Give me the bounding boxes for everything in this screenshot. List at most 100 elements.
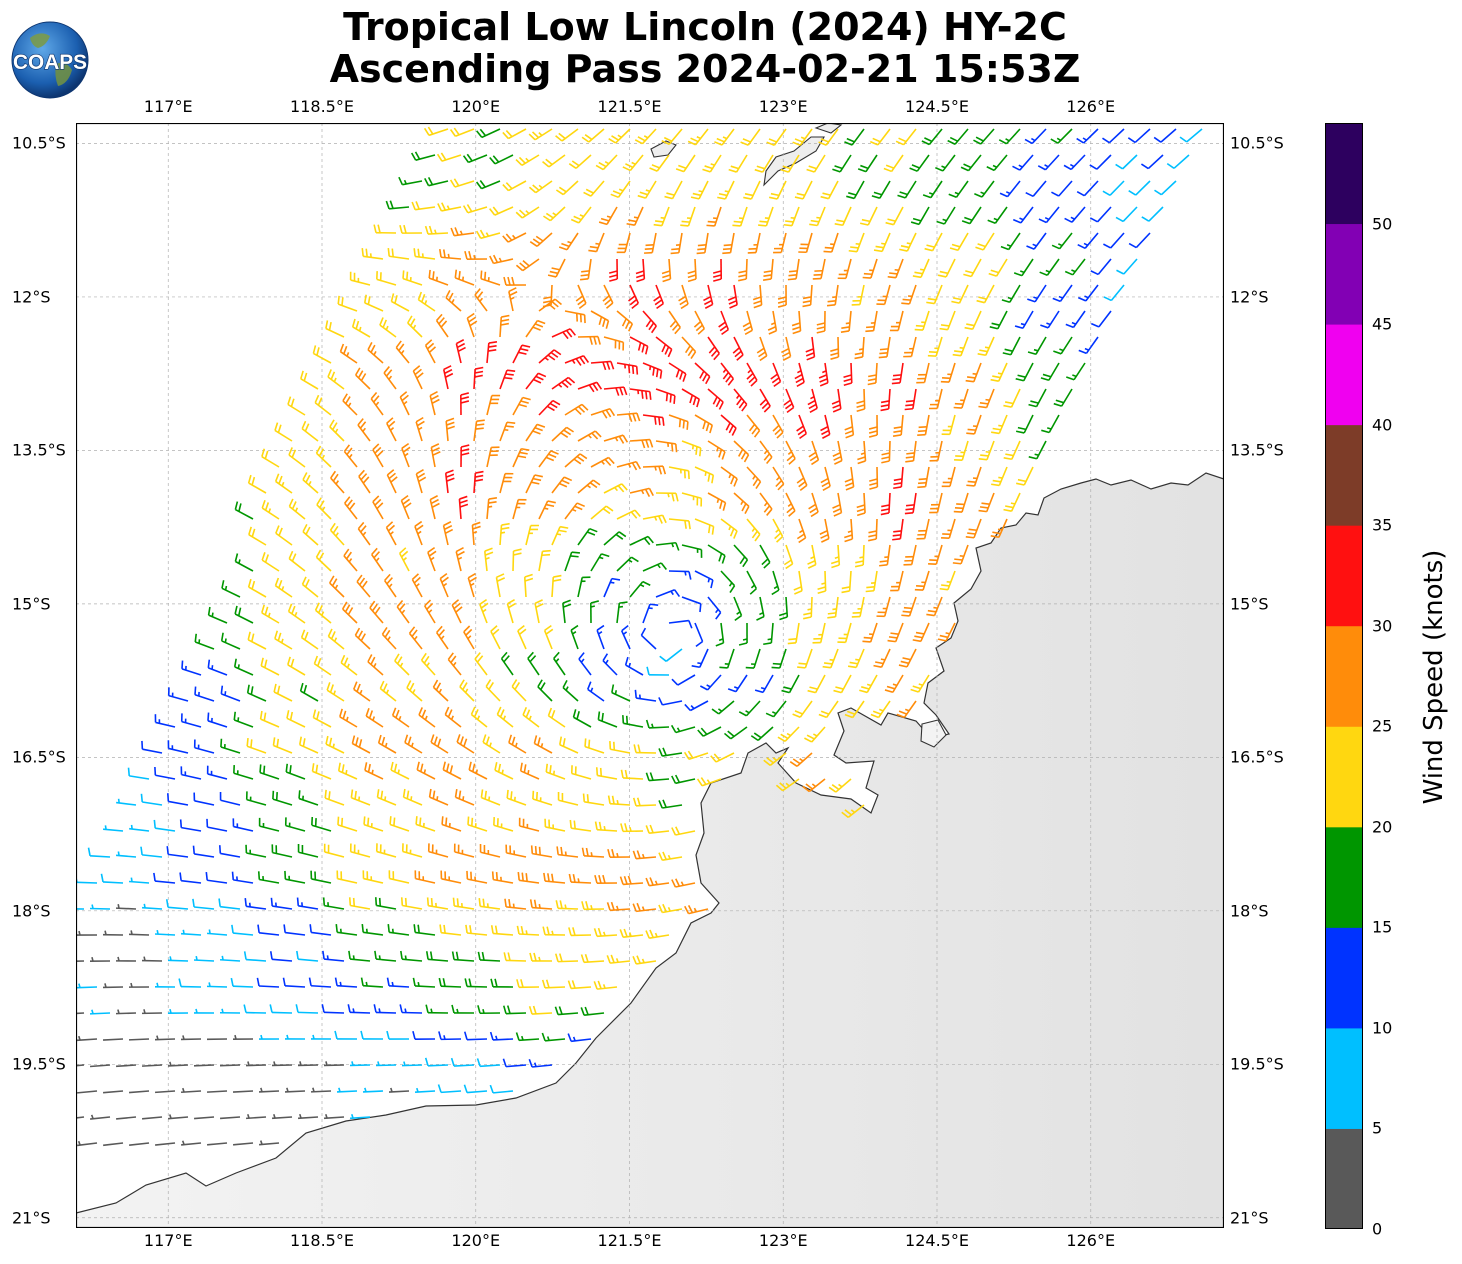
wind-barb [462,204,488,214]
wind-barb [141,956,163,962]
wind-barb [476,1058,501,1068]
wind-barb [628,284,640,309]
colorbar-tick-label: 25 [1372,716,1393,736]
wind-barb [783,388,795,414]
wind-barb [233,658,254,676]
wind-barb [398,547,410,572]
wind-barb [884,674,904,694]
wind-barb [848,232,865,253]
wind-barb [937,258,956,278]
wind-barb [220,685,241,702]
wind-barb [257,871,280,884]
wind-barb [165,899,189,910]
wind-barb [738,258,748,282]
wind-barb [1037,154,1060,171]
wind-barb [924,232,943,252]
wind-barb [844,700,865,719]
wind-barb [670,724,696,734]
wind-barb [218,898,241,910]
wind-barb [903,336,917,358]
wind-barb [193,1008,215,1014]
wind-barb [503,952,527,962]
wind-barb [167,956,189,962]
colorbar-tick-label: 45 [1372,314,1393,334]
wind-barb [334,1030,358,1040]
wind-barb [351,735,371,754]
wind-barb [349,271,371,286]
wind-barb [642,514,667,524]
wind-barb [655,589,681,598]
wind-barb [745,648,761,669]
wind-barb [363,816,384,832]
wind-barb [873,648,891,668]
wind-barb [398,176,423,186]
wind-barb [502,180,527,192]
wind-barb [154,982,176,988]
wind-barb [437,1084,462,1094]
wind-barb [193,792,215,806]
wind-barb [502,232,527,243]
wind-barb [691,648,709,669]
wind-barb [917,414,930,437]
wind-barb [522,707,540,728]
wind-barb [310,870,332,884]
wind-barb [659,648,683,662]
wind-barb [733,544,749,568]
wind-barb [681,388,700,408]
wind-barb [712,258,723,282]
wind-barb [499,369,516,390]
wind-barb [525,524,539,546]
wind-barb [707,388,724,410]
wind-barb [856,388,866,413]
wind-barb [794,180,813,200]
colorbar-tick-label: 40 [1372,415,1393,435]
wind-barb [551,376,576,390]
wind-barb [480,789,501,806]
lon-tick-label: 120°E [451,97,501,116]
wind-barb [351,318,371,338]
wind-barb [616,556,639,572]
wind-barb [881,440,891,464]
wind-barb [530,845,553,858]
lat-tick-label: 21°S [12,1208,51,1228]
wind-barb [990,362,1008,382]
wind-barb [412,1030,436,1040]
wind-barb [606,954,631,964]
colorbar-tick-label: 0 [1372,1219,1383,1239]
wind-barb [341,601,358,624]
lat-tick-label: 16.5°S [12,747,66,767]
wind-barb [387,924,410,936]
wind-barb [383,573,397,598]
wind-barb [896,700,917,719]
wind-barb [644,232,657,254]
wind-barb [634,128,657,145]
wind-barb [629,535,654,546]
wind-barb [496,706,514,728]
wind-barb [854,544,865,568]
wind-barb [558,232,579,251]
wind-barb [207,929,228,936]
wind-barb [271,844,293,858]
wind-barb [129,1142,150,1146]
wind-barb [219,1008,241,1014]
wind-barb [288,550,306,572]
wind-barb [245,844,267,858]
wind-barb [771,648,787,669]
wind-barb [551,574,562,598]
wind-barb [537,679,553,702]
wind-barb [519,762,540,780]
wind-barb [936,206,956,225]
wind-barb [870,700,891,719]
wind-barb [330,470,345,494]
wind-barb [416,761,436,780]
wind-barb [699,674,722,691]
wind-barb [1039,258,1060,276]
wind-barb [386,1030,410,1040]
wind-barb [476,128,501,139]
wind-barb [865,310,878,333]
wind-barb [587,681,605,702]
wind-barb [373,224,397,234]
lon-tick-label: 117°E [143,1231,193,1250]
wind-barb [375,843,397,858]
wind-barb [529,899,553,910]
